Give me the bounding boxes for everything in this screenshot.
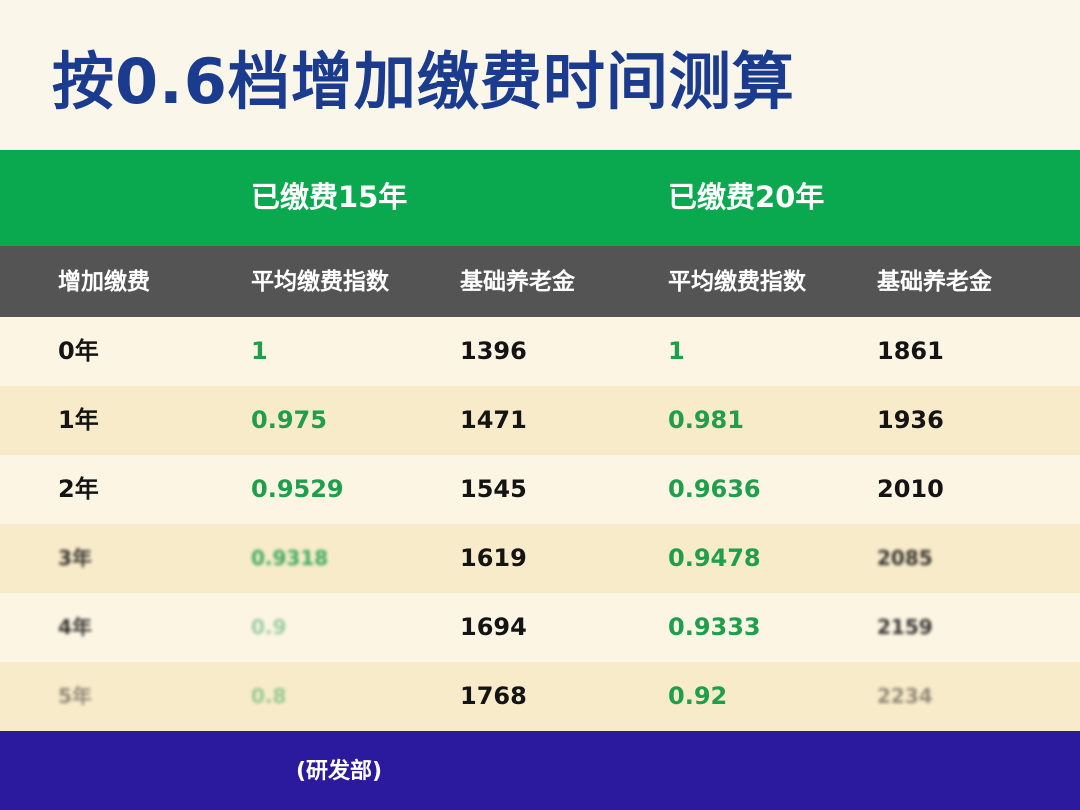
cell-pension-15: 1768 [460, 682, 527, 710]
column-header-pension-20: 基础养老金 [877, 269, 992, 295]
group-header-20-years: 已缴费20年 [668, 180, 825, 214]
cell-pension-20: 1936 [877, 406, 944, 434]
cell-added-years: 3年 [58, 546, 92, 570]
cell-avg-index-15: 1 [251, 337, 268, 365]
cell-avg-index-20: 1 [668, 337, 685, 365]
cell-avg-index-20: 0.9636 [668, 475, 761, 503]
cell-avg-index-20: 0.9478 [668, 544, 761, 572]
table-row: 1年 0.975 1471 0.981 1936 [0, 386, 1080, 455]
cell-avg-index-20: 0.92 [668, 682, 728, 710]
cell-avg-index-15: 0.8 [251, 684, 287, 708]
column-header-avg-index-20: 平均缴费指数 [668, 269, 806, 295]
cell-avg-index-15: 0.975 [251, 406, 327, 434]
cell-avg-index-15: 0.9529 [251, 475, 344, 503]
column-header-added-years: 增加缴费 [58, 269, 150, 295]
cell-pension-20: 2085 [877, 546, 933, 570]
cell-avg-index-20: 0.9333 [668, 613, 761, 641]
table-row: 4年 0.9 1694 0.9333 2159 [0, 593, 1080, 662]
cell-avg-index-15: 0.9 [251, 615, 287, 639]
table-row: 2年 0.9529 1545 0.9636 2010 [0, 455, 1080, 524]
page-title: 按0.6档增加缴费时间测算 [52, 45, 795, 118]
cell-pension-15: 1619 [460, 544, 527, 572]
cell-added-years: 2年 [58, 475, 99, 503]
table-row: 3年 0.9318 1619 0.9478 2085 [0, 524, 1080, 593]
cell-pension-20: 2010 [877, 475, 944, 503]
footer-bar [0, 731, 1080, 810]
title-bar: 按0.6档增加缴费时间测算 [0, 0, 1080, 150]
cell-added-years: 1年 [58, 406, 99, 434]
cell-added-years: 0年 [58, 337, 99, 365]
group-header-15-years: 已缴费15年 [251, 180, 408, 214]
cell-pension-15: 1545 [460, 475, 527, 503]
cell-pension-15: 1471 [460, 406, 527, 434]
cell-added-years: 4年 [58, 615, 92, 639]
column-header-avg-index-15: 平均缴费指数 [251, 269, 389, 295]
table-row: 0年 1 1396 1 1861 [0, 317, 1080, 386]
cell-pension-20: 1861 [877, 337, 944, 365]
cell-pension-20: 2159 [877, 615, 933, 639]
table-row: 5年 0.8 1768 0.92 2234 [0, 662, 1080, 731]
cell-pension-15: 1694 [460, 613, 527, 641]
column-header-row [0, 246, 1080, 317]
cell-pension-20: 2234 [877, 684, 933, 708]
cell-pension-15: 1396 [460, 337, 527, 365]
group-header-row [0, 150, 1080, 246]
cell-added-years: 5年 [58, 684, 92, 708]
footer-text: (研发部) [296, 759, 383, 784]
cell-avg-index-15: 0.9318 [251, 546, 329, 570]
cell-avg-index-20: 0.981 [668, 406, 744, 434]
column-header-pension-15: 基础养老金 [460, 269, 575, 295]
